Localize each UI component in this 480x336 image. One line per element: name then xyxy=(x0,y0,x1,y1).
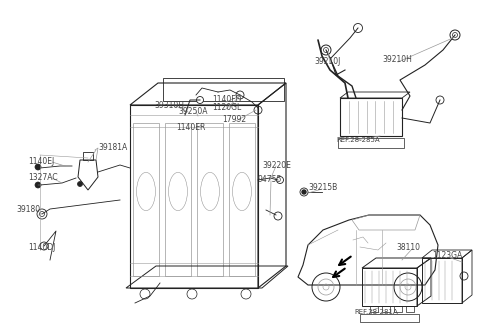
Bar xyxy=(406,306,414,312)
Bar xyxy=(338,138,404,148)
Text: 39210J: 39210J xyxy=(314,57,340,67)
Bar xyxy=(132,123,159,276)
Bar xyxy=(163,78,284,101)
Text: 17992: 17992 xyxy=(222,116,246,125)
Circle shape xyxy=(77,181,83,186)
Text: 39180: 39180 xyxy=(16,206,40,214)
Bar xyxy=(228,123,255,276)
Bar xyxy=(360,314,419,322)
Circle shape xyxy=(276,176,284,183)
Text: 1140DJ: 1140DJ xyxy=(28,244,55,252)
Bar xyxy=(197,123,223,276)
Text: REF.28-285A: REF.28-285A xyxy=(336,137,380,143)
Circle shape xyxy=(236,91,244,99)
Text: 38110: 38110 xyxy=(396,244,420,252)
Text: 1140ER: 1140ER xyxy=(176,124,205,132)
Bar xyxy=(340,98,402,136)
Text: 39210H: 39210H xyxy=(382,55,412,65)
Bar xyxy=(362,268,417,306)
Text: 39220E: 39220E xyxy=(262,161,291,169)
Text: 1327AC: 1327AC xyxy=(28,173,58,182)
Text: 39181A: 39181A xyxy=(98,143,127,153)
Text: 1123GA: 1123GA xyxy=(432,252,462,260)
Circle shape xyxy=(302,190,306,194)
Bar xyxy=(370,306,378,312)
Text: 1140EJ: 1140EJ xyxy=(28,158,54,167)
Text: 39215B: 39215B xyxy=(308,183,337,193)
Text: 1140FD: 1140FD xyxy=(212,95,241,104)
Bar xyxy=(83,152,93,160)
Text: 94755: 94755 xyxy=(257,175,281,184)
Bar xyxy=(165,123,192,276)
Circle shape xyxy=(35,164,41,170)
Bar xyxy=(422,258,462,303)
Circle shape xyxy=(196,96,204,103)
Bar xyxy=(382,306,390,312)
Bar xyxy=(394,306,402,312)
Text: 39310H: 39310H xyxy=(154,100,184,110)
Circle shape xyxy=(35,182,41,188)
Text: 39250A: 39250A xyxy=(178,107,207,116)
Text: REF.28-281A: REF.28-281A xyxy=(354,309,398,315)
Text: 1120GL: 1120GL xyxy=(212,103,241,113)
